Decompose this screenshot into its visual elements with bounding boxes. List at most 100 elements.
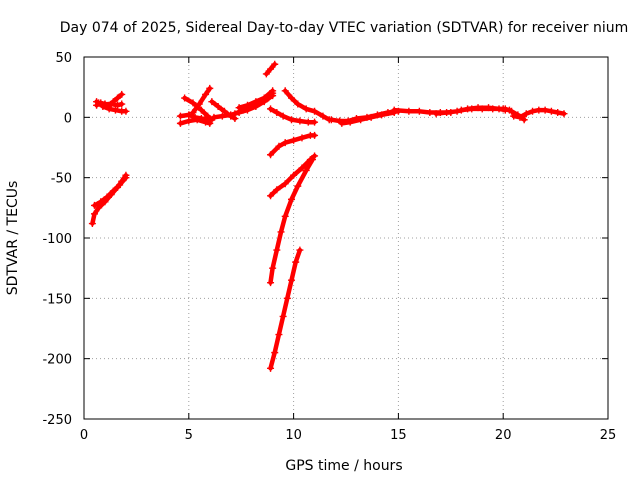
data-point	[311, 107, 319, 115]
data-point	[426, 109, 434, 117]
data-point	[95, 99, 103, 107]
data-point	[235, 104, 243, 112]
data-point	[275, 142, 283, 150]
y-tick-label: -250	[42, 413, 72, 428]
axis-ticks: 0 5 10 15 20 25 -250 -200 -150 -100 -50 0 50	[42, 51, 616, 443]
data-point	[390, 106, 398, 114]
data-point	[267, 192, 275, 200]
x-axis-label: GPS time / hours	[285, 458, 402, 474]
series-line	[268, 133, 317, 157]
data-point	[288, 116, 296, 124]
data-point	[122, 107, 130, 115]
data-point	[443, 109, 451, 117]
data-point	[109, 187, 117, 195]
x-tick-label: 10	[285, 428, 302, 443]
chart-title: Day 074 of 2025, Sidereal Day-to-day VTE…	[60, 20, 629, 36]
data-point	[311, 118, 319, 126]
x-tick-label: 5	[185, 428, 193, 443]
data-point	[296, 246, 304, 254]
data-point	[290, 171, 298, 179]
data-point	[269, 264, 277, 272]
data-point	[489, 105, 497, 113]
data-point	[107, 100, 115, 108]
data-point	[271, 60, 279, 68]
data-point	[90, 201, 98, 209]
data-point	[275, 331, 283, 339]
data-point	[367, 113, 375, 121]
data-point	[478, 105, 486, 113]
data-point	[405, 107, 413, 115]
series-arc-early-c	[95, 99, 126, 109]
data-point	[298, 164, 306, 172]
data-point	[273, 246, 281, 254]
data-point	[231, 110, 239, 118]
series-line	[190, 86, 213, 115]
data-point	[501, 105, 509, 113]
data-point	[296, 117, 304, 125]
y-tick-label: -150	[42, 292, 72, 307]
data-point	[111, 106, 119, 114]
data-point	[206, 84, 214, 92]
data-point	[304, 118, 312, 126]
data-point	[267, 65, 275, 73]
x-tick-label: 15	[390, 428, 407, 443]
data-point	[279, 112, 287, 120]
data-point	[288, 276, 296, 284]
data-point	[554, 109, 562, 117]
data-point	[176, 112, 184, 120]
data-point	[281, 139, 289, 147]
data-point	[267, 151, 275, 159]
data-point	[273, 109, 281, 117]
data-point	[197, 106, 205, 114]
series-arc-morning-d	[189, 84, 214, 117]
data-point	[267, 105, 275, 113]
data-point	[468, 105, 476, 113]
data-point	[118, 90, 126, 98]
data-point	[114, 94, 122, 102]
series-arc-morning-h	[235, 87, 277, 112]
data-point	[277, 228, 285, 236]
series-arc-mid-b	[281, 87, 333, 124]
data-point	[294, 100, 302, 108]
data-point	[529, 107, 537, 115]
data-point	[290, 136, 298, 144]
data-point	[271, 349, 279, 357]
data-point	[547, 107, 555, 115]
data-point	[281, 87, 289, 95]
y-tick-label: -50	[51, 172, 72, 187]
data-point	[114, 101, 122, 109]
data-point	[103, 193, 111, 201]
data-point	[195, 100, 203, 108]
data-point	[288, 195, 296, 203]
data-point	[457, 106, 465, 114]
data-point	[189, 99, 197, 107]
data-point	[189, 109, 197, 117]
data-point	[415, 107, 423, 115]
data-point	[288, 94, 296, 102]
data-point	[176, 119, 184, 127]
data-point	[88, 220, 96, 228]
data-point	[302, 105, 310, 113]
data-point	[319, 112, 327, 120]
data-point	[308, 156, 316, 164]
data-point	[311, 152, 319, 160]
data-point	[346, 118, 354, 126]
data-series	[88, 60, 568, 372]
data-point	[202, 90, 210, 98]
data-point	[243, 101, 251, 109]
data-point	[535, 106, 543, 114]
data-point	[327, 116, 335, 124]
series-arc-late-g	[510, 106, 568, 121]
series-arc-plunge-a	[267, 156, 316, 287]
data-point	[357, 116, 365, 124]
data-point	[508, 107, 516, 115]
y-tick-label: -200	[42, 353, 72, 368]
data-point	[302, 166, 310, 174]
data-point	[510, 112, 518, 120]
data-point	[97, 198, 105, 206]
data-point	[260, 94, 268, 102]
data-point	[185, 111, 193, 119]
data-point	[122, 174, 130, 182]
data-point	[252, 98, 260, 106]
